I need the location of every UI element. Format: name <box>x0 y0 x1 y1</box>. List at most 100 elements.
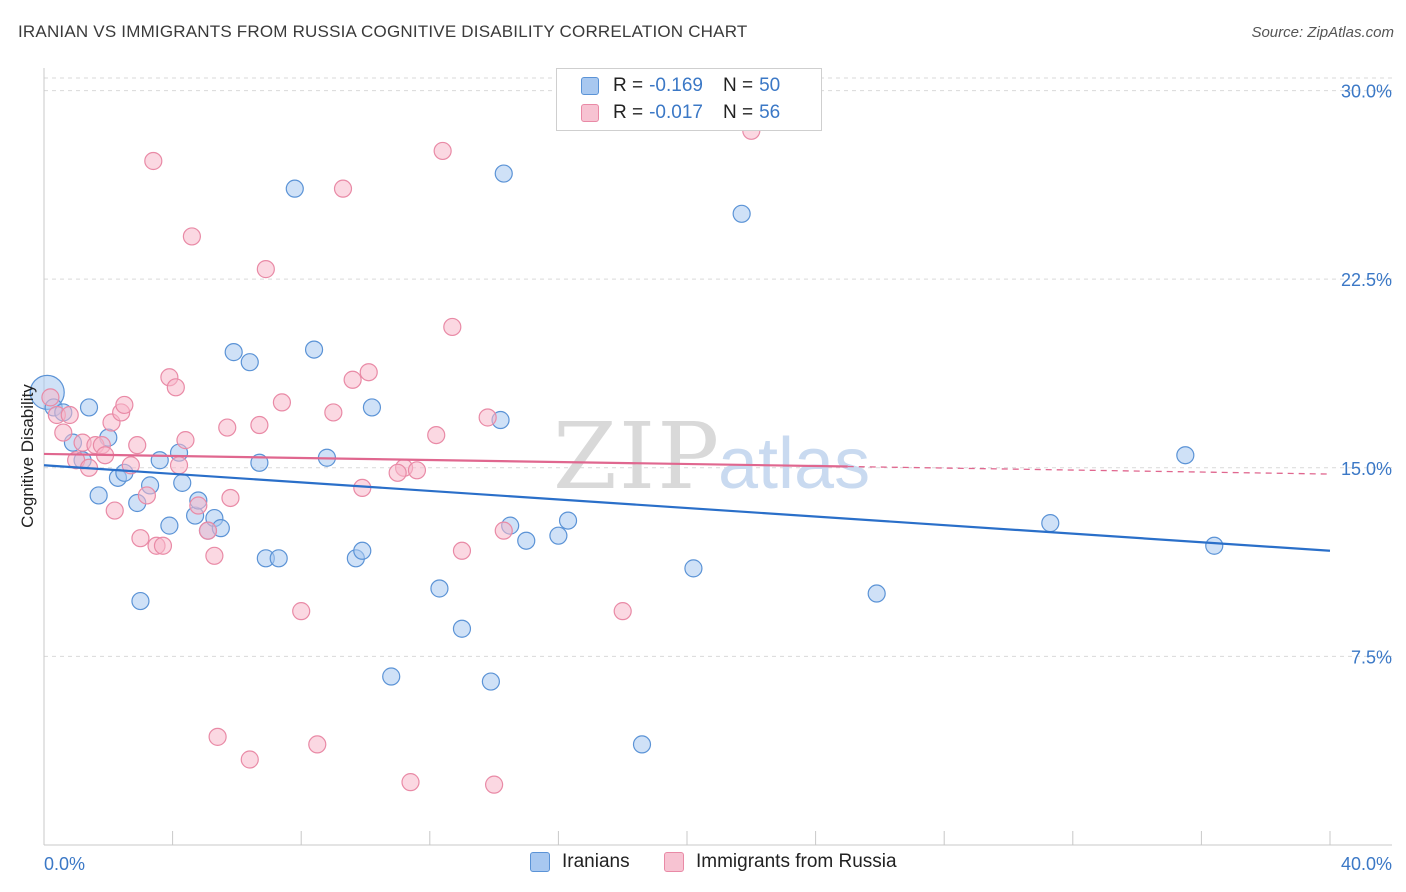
point-russia <box>272 393 292 412</box>
trend-line-iranians <box>43 464 1331 552</box>
point-russia <box>324 403 343 422</box>
point-russia <box>128 436 147 455</box>
point-russia <box>407 461 427 480</box>
point-russia <box>41 388 60 407</box>
trend-line-russia-extrapolated <box>847 465 1331 475</box>
point-russia <box>250 415 269 435</box>
point-iranians <box>382 667 401 686</box>
legend-r-value: -0.017 <box>649 102 703 123</box>
point-iranians <box>1041 514 1060 533</box>
legend-r-label: R = <box>613 75 644 96</box>
point-russia <box>359 363 378 382</box>
bottom-legend-label: Immigrants from Russia <box>696 851 897 872</box>
point-iranians <box>79 398 99 417</box>
point-russia <box>189 496 208 515</box>
point-iranians <box>549 526 568 545</box>
legend-swatch-blue <box>581 77 599 95</box>
bottom-legend-label: Iranians <box>562 851 630 872</box>
point-russia <box>452 541 472 560</box>
point-russia <box>54 423 73 442</box>
point-iranians <box>304 340 324 359</box>
point-russia <box>333 179 353 198</box>
point-iranians <box>362 398 382 417</box>
point-russia <box>182 227 201 246</box>
point-iranians <box>160 516 179 535</box>
y-tick-label: 15.0% <box>1341 459 1392 479</box>
trend-lines <box>43 452 1331 552</box>
x-tick-label-min: 0.0% <box>44 854 85 874</box>
bottom-legend-swatch-pink <box>664 852 684 872</box>
point-iranians <box>517 531 536 550</box>
stats-legend: R = -0.169 N = 50 R = -0.017 N = 56 <box>556 68 822 131</box>
bottom-legend-iranians: Iranians <box>530 851 630 873</box>
point-iranians <box>250 453 269 472</box>
point-iranians <box>732 204 751 223</box>
point-iranians <box>224 343 243 362</box>
point-russia <box>343 370 362 389</box>
point-russia <box>256 260 275 279</box>
point-russia <box>613 602 632 621</box>
point-iranians <box>867 584 886 603</box>
legend-n-label: N = <box>722 75 754 96</box>
point-russia <box>105 501 124 520</box>
point-russia <box>494 521 513 540</box>
legend-row-iranians: R = -0.169 N = 50 <box>581 73 786 99</box>
point-russia <box>308 735 327 754</box>
legend-swatch-pink <box>581 104 599 122</box>
point-russia <box>176 431 195 450</box>
point-russia <box>137 486 156 505</box>
legend-r-label: R = <box>613 102 644 123</box>
point-russia <box>388 463 407 482</box>
point-iranians <box>494 164 513 183</box>
point-iranians <box>452 619 472 638</box>
point-russia <box>221 488 240 508</box>
point-russia <box>153 536 173 555</box>
point-russia <box>401 773 420 792</box>
point-iranians <box>481 672 500 691</box>
watermark: ZIP atlas <box>553 403 870 510</box>
axes <box>43 68 1392 846</box>
point-russia <box>208 727 227 746</box>
point-russia <box>443 317 462 337</box>
point-russia <box>198 521 218 540</box>
point-iranians <box>131 591 150 611</box>
point-iranians <box>430 579 449 598</box>
point-iranians <box>1176 446 1195 465</box>
point-russia <box>169 456 189 475</box>
point-russia <box>485 775 504 794</box>
y-tick-label: 30.0% <box>1341 82 1392 102</box>
bottom-legend-russia: Immigrants from Russia <box>664 851 897 873</box>
point-iranians <box>1205 536 1224 555</box>
point-iranians <box>684 559 703 578</box>
point-iranians <box>240 353 259 372</box>
bottom-legend-swatch-blue <box>530 852 550 872</box>
point-russia <box>60 405 79 425</box>
point-russia <box>205 546 224 565</box>
legend-n-label: N = <box>722 102 754 123</box>
point-russia <box>240 750 259 769</box>
point-russia <box>427 425 446 445</box>
y-tick-label: 7.5% <box>1351 647 1392 667</box>
point-russia <box>478 408 497 427</box>
point-russia <box>131 529 150 548</box>
point-iranians <box>173 473 192 492</box>
point-iranians <box>89 486 108 505</box>
y-axis-label: Cognitive Disability <box>18 384 37 528</box>
point-iranians <box>150 451 169 470</box>
point-iranians <box>558 511 578 530</box>
point-iranians <box>632 735 652 754</box>
source-credit: Source: ZipAtlas.com <box>1251 24 1394 41</box>
chart-title: IRANIAN VS IMMIGRANTS FROM RUSSIA COGNIT… <box>18 22 748 41</box>
legend-n-value: 56 <box>759 102 781 123</box>
point-iranians <box>285 179 304 198</box>
y-tick-label: 22.5% <box>1341 270 1392 290</box>
data-points <box>29 121 1224 794</box>
watermark-zip: ZIP <box>553 403 721 510</box>
point-russia <box>292 602 311 621</box>
point-russia <box>115 395 134 415</box>
point-russia <box>121 456 140 475</box>
point-russia <box>218 418 237 437</box>
point-russia <box>144 151 163 171</box>
point-iranians <box>353 541 372 560</box>
